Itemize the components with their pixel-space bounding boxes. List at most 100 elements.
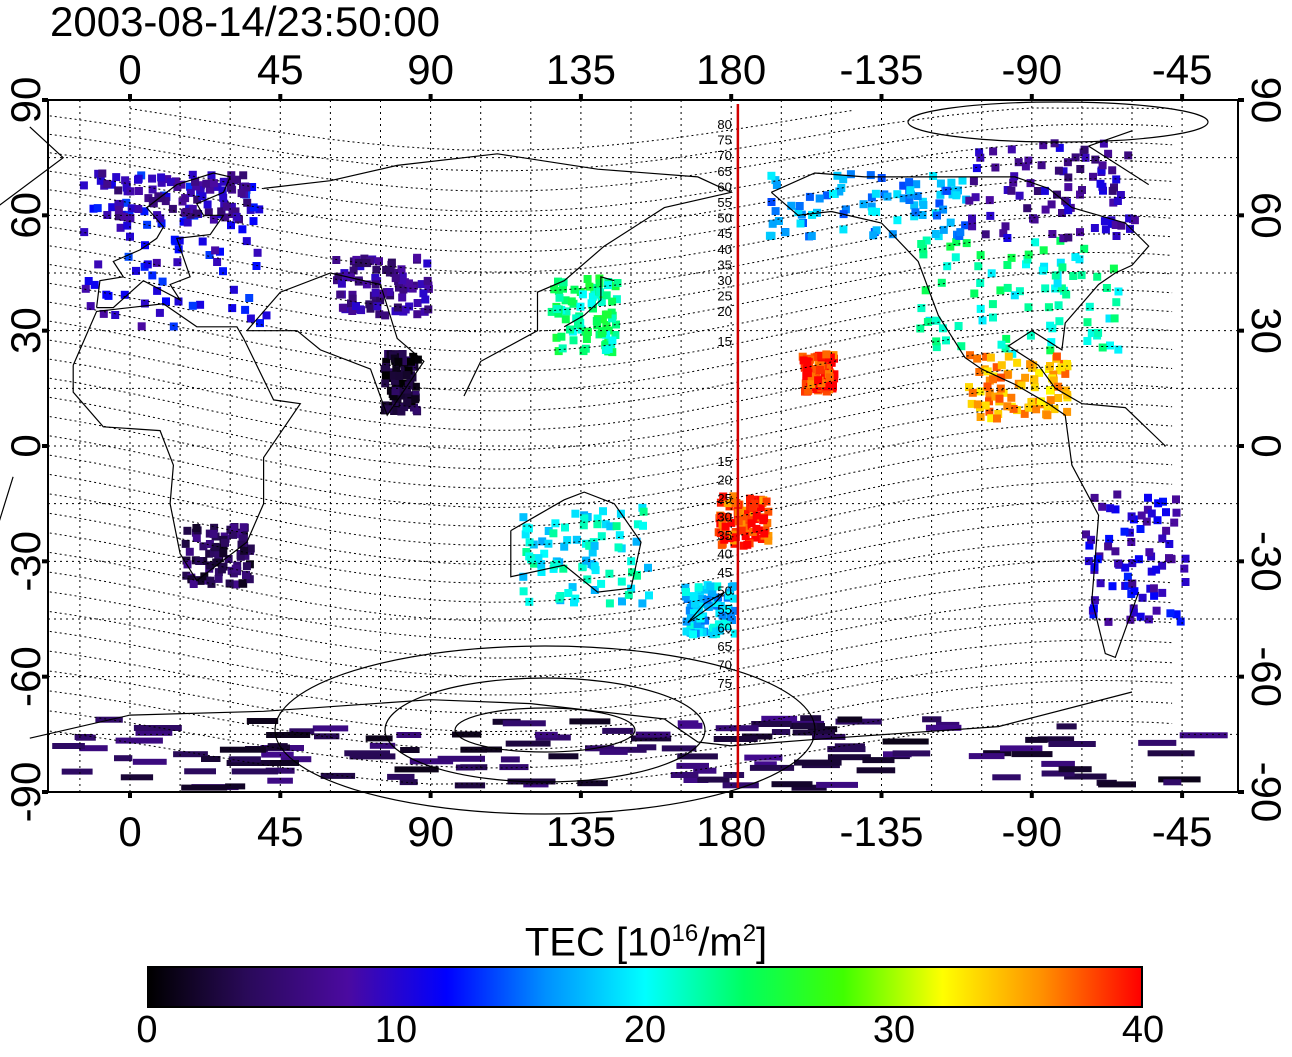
tec-cell xyxy=(337,279,346,288)
tec-cell xyxy=(585,282,594,291)
tec-cell xyxy=(226,177,235,186)
tec-cell xyxy=(209,549,218,557)
lat-tick-right xyxy=(1238,213,1244,218)
tec-cell xyxy=(965,196,974,205)
tec-cell xyxy=(385,288,394,296)
tec-cell xyxy=(1064,173,1073,182)
tec-cell xyxy=(229,569,238,578)
tec-cell xyxy=(1004,352,1013,361)
tec-cell xyxy=(560,542,569,551)
tec-cell xyxy=(79,745,108,752)
tec-cell xyxy=(606,522,615,531)
tec-cell xyxy=(1058,263,1067,272)
tec-cell xyxy=(830,370,839,379)
tec-cell xyxy=(803,369,812,378)
lon-label-top: 0 xyxy=(118,46,141,93)
tec-cell xyxy=(972,164,981,173)
tec-cell xyxy=(929,172,938,180)
tec-cell xyxy=(743,540,752,549)
tec-cell xyxy=(1054,166,1063,175)
tec-cell xyxy=(267,777,293,784)
tec-cell xyxy=(583,275,592,283)
tec-cell xyxy=(205,549,214,558)
lon-label-bottom: 0 xyxy=(118,808,141,855)
tec-cell xyxy=(1046,362,1054,370)
tec-cell xyxy=(741,532,750,541)
tec-cell xyxy=(982,352,991,361)
tec-cell xyxy=(218,186,227,195)
tec-cell xyxy=(1110,314,1119,323)
tec-cell xyxy=(381,371,390,380)
lon-label-bottom: 45 xyxy=(257,808,304,855)
tec-cell xyxy=(744,754,783,761)
mlat-label-north: 35 xyxy=(717,257,731,272)
tec-cell xyxy=(751,721,792,727)
tec-cell xyxy=(552,559,561,568)
tec-cell xyxy=(188,170,197,179)
tec-cell xyxy=(1114,559,1123,568)
tec-cell xyxy=(205,185,214,194)
colorbar-tick-20: 20 xyxy=(623,1009,667,1051)
tec-cell xyxy=(919,201,928,209)
tec-cell xyxy=(1007,393,1016,402)
tec-cell xyxy=(1030,215,1039,224)
tec-cell xyxy=(1165,540,1174,548)
mlat-label-south: 45 xyxy=(717,565,731,580)
tec-cell xyxy=(815,194,824,203)
mlat-label-south: 25 xyxy=(717,491,731,506)
tec-cell xyxy=(803,364,812,373)
tec-cell xyxy=(1134,555,1143,564)
tec-cell xyxy=(423,276,432,285)
tec-cell xyxy=(611,331,620,339)
tec-cell xyxy=(582,335,591,343)
tec-cell xyxy=(1080,145,1089,154)
tec-cell xyxy=(808,210,817,219)
tec-cell xyxy=(956,228,965,237)
tec-cell xyxy=(116,223,125,232)
tec-cell xyxy=(1147,509,1156,518)
tec-cell xyxy=(841,205,850,214)
tec-cell xyxy=(246,544,255,553)
tec-cell xyxy=(1051,271,1060,280)
tec-cell xyxy=(569,718,611,725)
tec-cell xyxy=(96,176,105,185)
tec-cell xyxy=(968,222,977,231)
tec-cell xyxy=(173,258,182,267)
tec-cell xyxy=(952,238,961,247)
tec-cell xyxy=(892,750,931,757)
tec-cell xyxy=(893,216,902,225)
tec-cell xyxy=(996,286,1005,295)
tec-cell xyxy=(1098,343,1107,352)
tec-cell xyxy=(846,170,855,179)
tec-cell xyxy=(170,235,179,244)
tec-cell xyxy=(919,244,927,253)
tec-cell xyxy=(559,284,567,293)
tec-cell xyxy=(570,598,578,607)
tec-cell xyxy=(210,523,219,532)
tec-cell xyxy=(237,540,246,549)
tec-cell xyxy=(239,523,248,532)
tec-cell xyxy=(1050,405,1059,414)
tec-cell xyxy=(568,583,577,592)
tec-cell xyxy=(181,539,190,548)
tec-cell xyxy=(921,286,930,295)
tec-cell xyxy=(585,541,594,550)
tec-cell xyxy=(599,748,628,755)
tec-cell xyxy=(597,579,606,588)
lon-tick-top xyxy=(879,94,884,100)
tec-cell xyxy=(1055,317,1064,326)
tec-cell xyxy=(917,304,926,313)
tec-cell xyxy=(713,582,722,591)
tec-cell xyxy=(505,740,551,747)
tec-cell xyxy=(183,526,192,535)
tec-cell xyxy=(1043,402,1052,411)
tec-cell xyxy=(417,280,426,289)
tec-cell xyxy=(1039,246,1048,255)
tec-cell xyxy=(602,321,611,329)
tec-cell xyxy=(124,252,133,261)
tec-cell xyxy=(421,295,430,304)
tec-cell xyxy=(1064,183,1073,192)
tec-cell xyxy=(204,208,213,217)
tec-cell xyxy=(714,593,723,602)
tec-cell xyxy=(723,499,732,508)
